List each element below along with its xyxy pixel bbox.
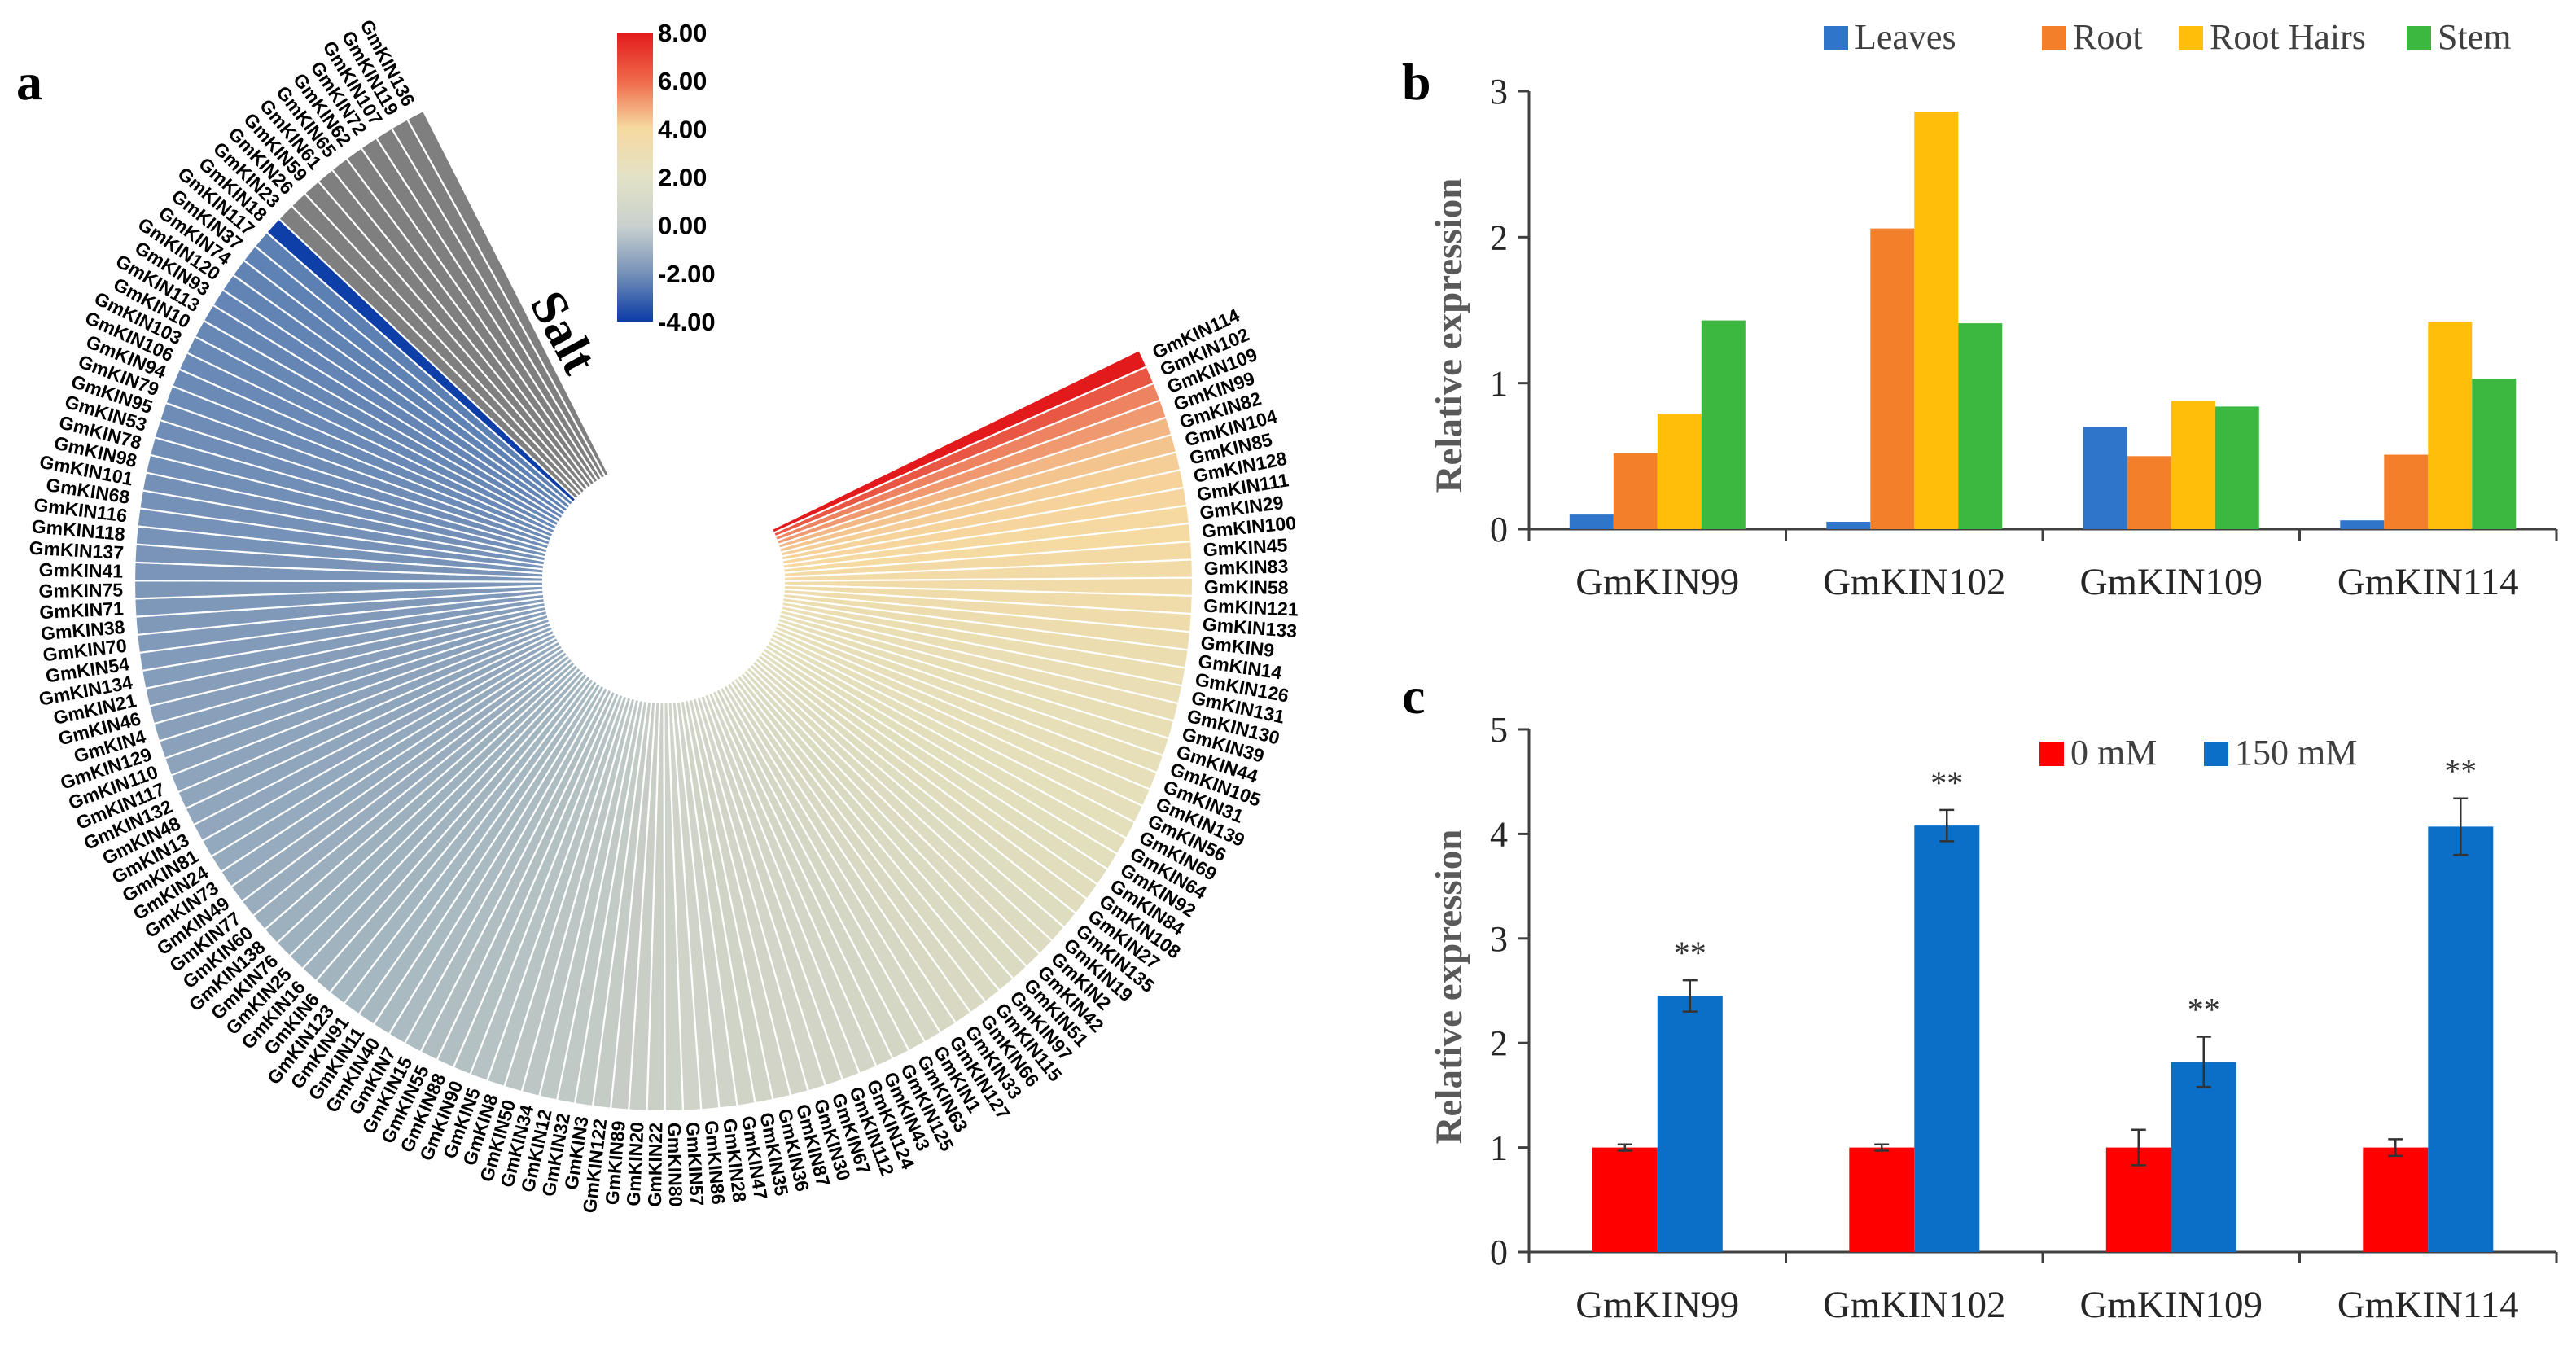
x-category-label: GmKIN99 — [1575, 1284, 1739, 1326]
heatmap-gene-labels: GmKIN114GmKIN102GmKIN109GmKIN99GmKIN82Gm… — [28, 16, 1299, 1215]
legend-swatch — [2039, 742, 2064, 766]
heatmap-gene-label: GmKIN57 — [682, 1121, 708, 1206]
panel-a-heatmap: a GmKIN114GmKIN102GmKIN109GmKIN99GmKIN82… — [16, 16, 1299, 1215]
bar — [1826, 522, 1871, 529]
bar — [1849, 1147, 1915, 1252]
x-category-label: GmKIN114 — [2337, 561, 2519, 603]
legend-swatch — [2204, 742, 2228, 766]
legend-label: 0 mM — [2070, 733, 2157, 773]
legend-swatch — [1824, 26, 1848, 50]
y-tick-label: 2 — [1490, 217, 1508, 257]
chart-c-plot: 0 1 2 3 4 5 GmKIN99 ** GmKIN102 ** GmKIN109 ** GmKIN… — [1490, 710, 2558, 1326]
legend-swatch — [2042, 26, 2066, 50]
heatmap-cell — [405, 109, 611, 479]
legend-label: Leaves — [1855, 17, 1956, 57]
colorbar-tick-label: 4.00 — [658, 115, 707, 143]
bar — [2384, 454, 2429, 529]
y-tick-label: 2 — [1490, 1023, 1508, 1063]
colorbar-tick-label: -2.00 — [658, 260, 716, 288]
panel-b-tissue-expression-chart: b Relative expression 0 1 2 3 GmKIN99 GmKIN10… — [1402, 17, 2558, 603]
bar — [1870, 228, 1915, 529]
heatmap-gene-label: GmKIN45 — [1203, 534, 1288, 560]
colorbar-ticks: 8.00 6.00 4.00 2.00 0.00 -2.00 -4.00 — [658, 19, 716, 336]
y-tick-label: 5 — [1490, 710, 1508, 750]
heatmap-gene-label: GmKIN121 — [1203, 595, 1299, 620]
y-tick-label: 1 — [1490, 364, 1508, 404]
y-tick-label: 0 — [1490, 1233, 1508, 1272]
colorbar — [617, 33, 653, 322]
chart-b-plot: 0 1 2 3 GmKIN99 GmKIN102 GmKIN109 GmKIN114 Leave… — [1490, 17, 2558, 603]
x-category-label: GmKIN114 — [2337, 1284, 2519, 1326]
x-category-label: GmKIN109 — [2079, 561, 2263, 603]
x-category-label: GmKIN102 — [1823, 1284, 2006, 1326]
heatmap-gene-label: GmKIN71 — [39, 598, 125, 623]
chart-b-y-axis-title: Relative expression — [1428, 178, 1470, 493]
bar — [2083, 427, 2127, 529]
x-category-label: GmKIN109 — [2079, 1284, 2263, 1326]
colorbar-tick-label: -4.00 — [658, 308, 716, 336]
bar — [2127, 456, 2171, 529]
bar — [2428, 322, 2473, 529]
heatmap-gene-label: GmKIN80 — [664, 1123, 686, 1207]
heatmap-gene-label: GmKIN41 — [38, 559, 123, 582]
bar — [2472, 379, 2517, 529]
panel-c-salt-expression-chart: c Relative expression 0 1 2 3 4 5 GmKIN99 ** GmK… — [1402, 667, 2558, 1326]
heatmap-gene-label: GmKIN75 — [38, 579, 123, 601]
bar — [2363, 1147, 2429, 1252]
heatmap-gene-label: GmKIN83 — [1203, 555, 1288, 579]
bar — [1657, 996, 1723, 1252]
y-tick-label: 3 — [1490, 72, 1508, 112]
bar — [1657, 414, 1702, 529]
colorbar-tick-label: 0.00 — [658, 212, 707, 240]
y-tick-label: 4 — [1490, 814, 1508, 854]
significance-label: ** — [1674, 935, 1706, 971]
bar — [2428, 826, 2494, 1252]
legend-label: 150 mM — [2235, 733, 2357, 773]
heatmap-wedges — [133, 109, 1194, 1113]
panel-label-c: c — [1402, 667, 1425, 725]
bar — [1914, 112, 1959, 530]
bar — [1958, 323, 2003, 529]
colorbar-tick-label: 2.00 — [658, 164, 707, 192]
y-tick-label: 1 — [1490, 1128, 1508, 1168]
bar — [1701, 320, 1746, 529]
bar — [1914, 825, 1980, 1252]
panel-label-b: b — [1402, 53, 1431, 111]
bar — [2171, 1062, 2236, 1252]
heatmap-gene-label: GmKIN137 — [28, 537, 125, 563]
x-category-label: GmKIN99 — [1575, 561, 1739, 603]
heatmap-gene-label: GmKIN22 — [644, 1123, 666, 1207]
legend-swatch — [2407, 26, 2431, 50]
y-tick-label: 3 — [1490, 919, 1508, 959]
legend-label: Root Hairs — [2210, 17, 2366, 57]
colorbar-tick-label: 8.00 — [658, 19, 707, 47]
significance-label: ** — [2188, 991, 2220, 1027]
bar — [2215, 406, 2259, 529]
y-tick-label: 0 — [1490, 510, 1508, 550]
legend-label: Root — [2073, 17, 2143, 57]
bar — [1613, 453, 1658, 529]
chart-c-y-axis-title: Relative expression — [1428, 830, 1470, 1145]
heatmap-gene-label: GmKIN58 — [1204, 576, 1289, 598]
x-category-label: GmKIN102 — [1823, 561, 2006, 603]
bar — [2171, 401, 2215, 529]
colorbar-tick-label: 6.00 — [658, 67, 707, 95]
legend-label: Stem — [2438, 17, 2511, 57]
legend-swatch — [2179, 26, 2203, 50]
significance-label: ** — [1930, 764, 1963, 801]
heatmap-gene-label: GmKIN20 — [623, 1122, 648, 1207]
panel-label-a: a — [16, 53, 42, 111]
bar — [1592, 1147, 1658, 1252]
significance-label: ** — [2444, 753, 2477, 790]
bar — [1569, 514, 1614, 529]
bar — [2340, 520, 2385, 529]
